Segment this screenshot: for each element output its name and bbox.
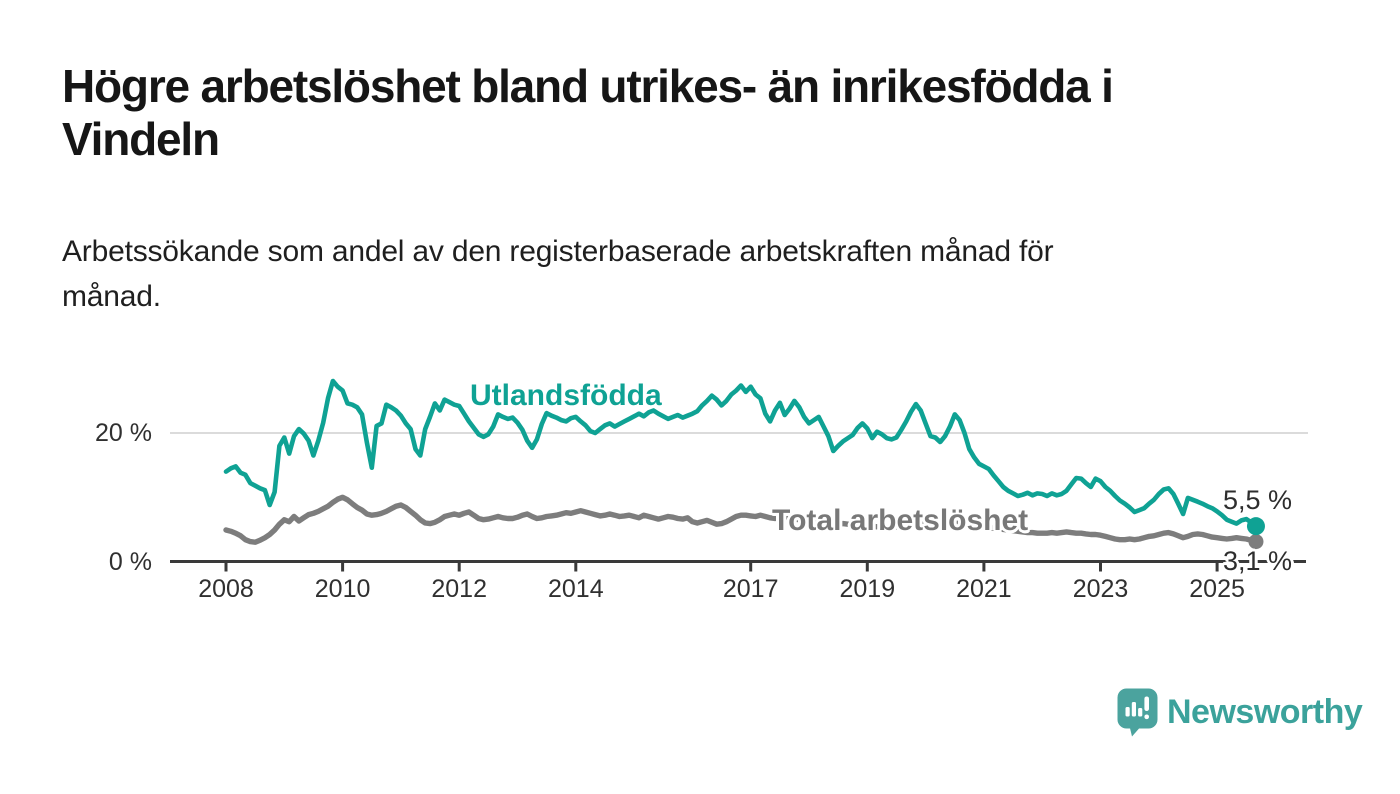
end-value-label-total: 3,1 % <box>1223 546 1293 576</box>
series-line-Utlandsfödda <box>223 378 1259 529</box>
x-tick-label-2012: 2012 <box>431 575 487 603</box>
newsworthy-logo: Newsworthy <box>1117 688 1363 737</box>
chart-subtitle-line-2: månad. <box>62 280 161 313</box>
page-title-line-1: Högre arbetslöshet bland utrikes- än inr… <box>62 60 1114 112</box>
page-title-line-2: Vindeln <box>62 113 220 165</box>
x-tick-label-2010: 2010 <box>314 575 371 603</box>
newsworthy-logo-text: Newsworthy <box>1167 693 1363 731</box>
x-tick-label-2021: 2021 <box>956 575 1012 603</box>
x-tick-label-2008: 2008 <box>198 575 254 603</box>
series-end-dot-Total arbetslöshet <box>1248 534 1264 550</box>
x-tick-label-2023: 2023 <box>1072 575 1129 603</box>
series-end-dot-Utlandsfödda <box>1246 517 1265 536</box>
x-tick-label-2025: 2025 <box>1189 575 1245 603</box>
series-line-Total arbetslöshet <box>223 494 1259 545</box>
chart-subtitle: Arbetssökande som andel av den registerb… <box>62 229 1054 319</box>
series-label-utlandsfodda: Utlandsfödda <box>470 379 662 412</box>
series-label-total-arbetsloshet: Total arbetslöshet <box>772 504 1029 537</box>
y-tick-label-0: 0 % <box>108 547 152 576</box>
y-tick-label-20: 20 % <box>95 419 152 447</box>
end-value-label-utlandsfodda: 5,5 % <box>1223 485 1293 515</box>
bar-chart-speech-bubble-icon <box>1117 688 1158 737</box>
chart-subtitle-line-1: Arbetssökande som andel av den registerb… <box>62 235 1054 268</box>
x-tick-label-2014: 2014 <box>547 575 604 603</box>
x-tick-label-2019: 2019 <box>839 575 896 603</box>
page-title: Högre arbetslöshet bland utrikes- än inr… <box>62 60 1114 166</box>
x-tick-label-2017: 2017 <box>722 575 779 603</box>
